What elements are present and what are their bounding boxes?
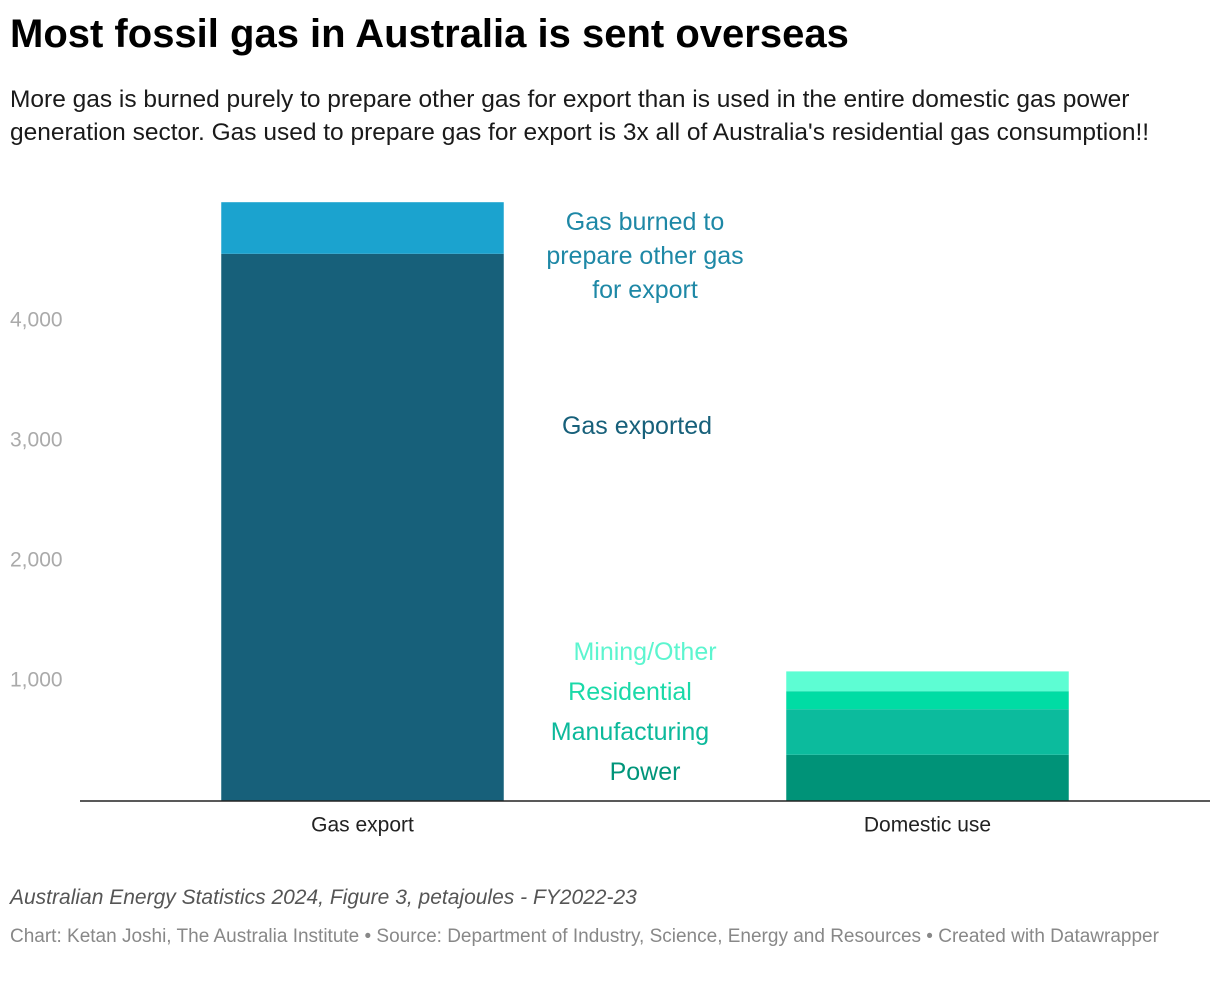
bar-segment [786,709,1069,755]
series-label: Manufacturing [550,718,710,746]
chart-credit: Chart: Ketan Joshi, The Australia Instit… [10,926,1159,947]
chart-title: Most fossil gas in Australia is sent ove… [10,12,849,56]
series-label: Mining/Other [573,638,717,666]
series-label: Gas burned to prepare other gas for expo… [546,208,744,304]
bar-segment [786,671,1069,692]
y-tick-label: 2,000 [10,549,63,572]
bar-segment [786,754,1069,801]
series-label: Residential [568,678,692,706]
y-tick-label: 3,000 [10,429,63,452]
chart-notes: Australian Energy Statistics 2024, Figur… [10,886,637,909]
y-tick-label: 1,000 [10,669,63,692]
bar-segment [221,253,504,802]
chart-subtitle: More gas is burned purely to prepare oth… [10,86,1150,146]
series-label: Power [609,758,681,786]
bar-segment [221,202,504,254]
bar-segment [786,691,1069,710]
series-label: Gas exported [561,412,713,440]
x-tick-label: Domestic use [864,814,991,837]
x-tick-label: Gas export [311,814,414,837]
y-tick-label: 4,000 [10,309,63,332]
